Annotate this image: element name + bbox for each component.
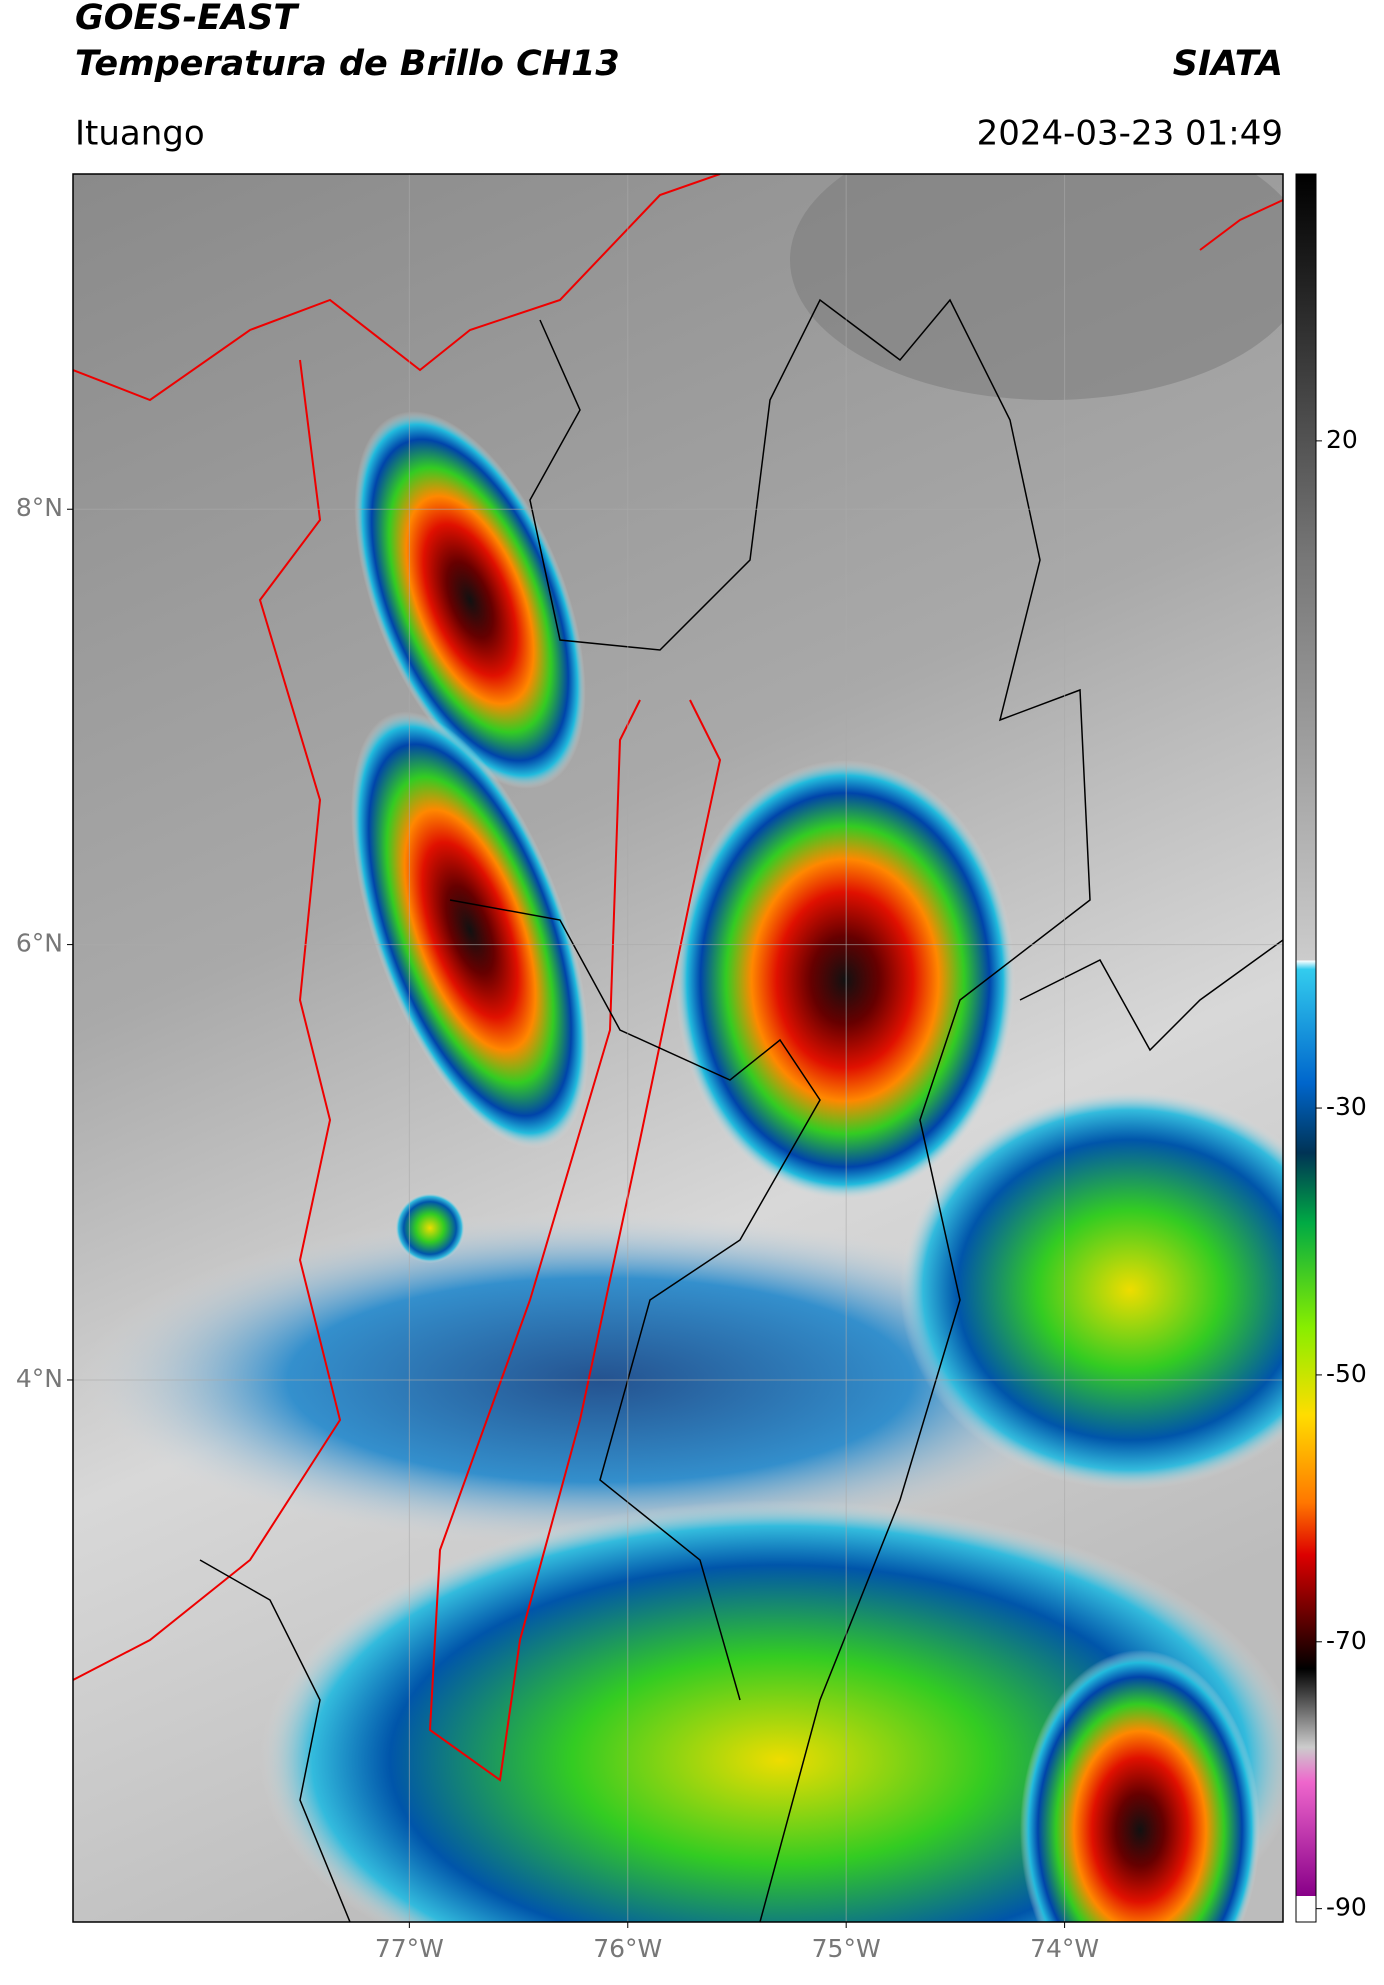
colorbar <box>1295 173 1317 1923</box>
colorbar-tick-label: -50 <box>1326 1359 1367 1388</box>
x-tick-label: 74°W <box>1030 1934 1099 1963</box>
y-tick-label: 6°N <box>16 929 63 958</box>
colorbar-tick-label: 20 <box>1326 425 1358 454</box>
colorbar-tick-label: -70 <box>1326 1626 1367 1655</box>
axes: 77°W 76°W 75°W 74°W 8°N 6°N 4°N <box>16 174 1283 1963</box>
region: Ituango <box>75 114 205 154</box>
datetime: 2024-03-23 01:49 <box>977 114 1283 154</box>
colorbar-tick-label: -90 <box>1326 1893 1367 1922</box>
map-imagery <box>73 174 1283 1922</box>
source: SIATA <box>1173 44 1283 84</box>
x-tick-label: 77°W <box>375 1934 444 1963</box>
y-tick-label: 4°N <box>16 1364 63 1393</box>
x-tick-label: 75°W <box>812 1934 881 1963</box>
colorbar-tick-label: -30 <box>1326 1092 1367 1121</box>
subtitle: Temperatura de Brillo CH13 <box>75 44 620 84</box>
y-tick-label: 8°N <box>16 493 63 522</box>
x-tick-label: 76°W <box>593 1934 662 1963</box>
map-frame <box>72 173 1284 1923</box>
title: GOES-EAST <box>75 0 300 38</box>
